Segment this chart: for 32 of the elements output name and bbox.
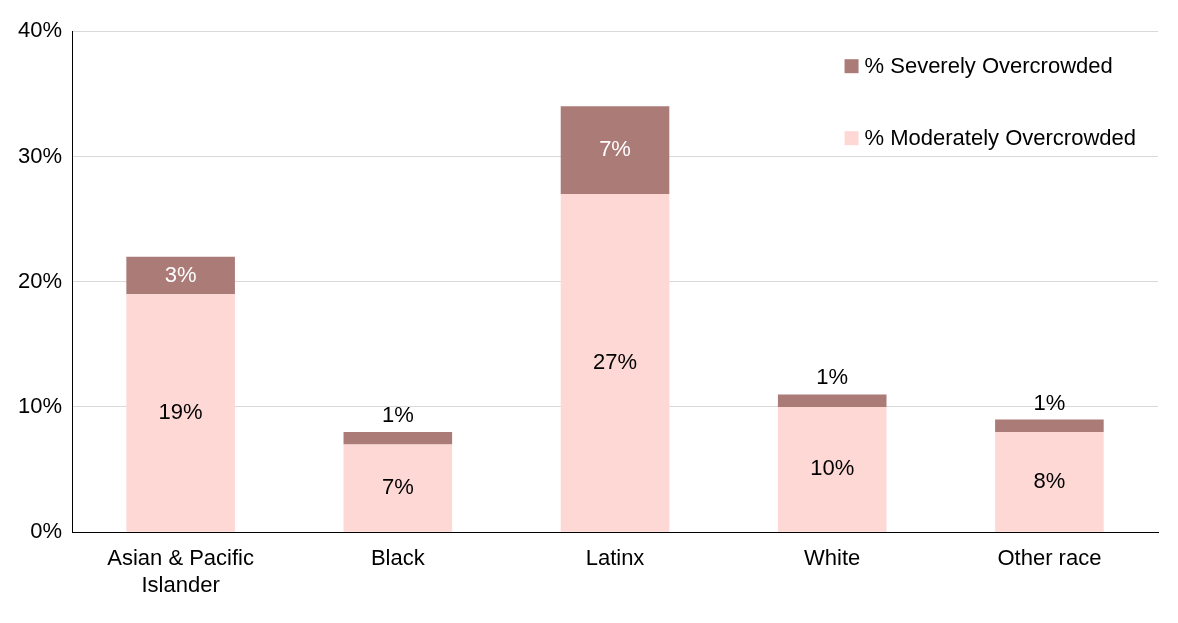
x-tick-label: Black xyxy=(370,545,426,571)
data-label: 19% xyxy=(158,399,203,425)
bar xyxy=(560,194,670,532)
data-label: 7% xyxy=(599,136,631,162)
data-label: 27% xyxy=(592,348,638,374)
y-tick-label: 30% xyxy=(17,142,63,168)
bar xyxy=(343,432,453,445)
data-label: 10% xyxy=(810,455,855,481)
legend-label: % Severely Overcrowded xyxy=(864,53,1113,79)
x-tick-label: White xyxy=(804,545,861,571)
data-label: 1% xyxy=(381,402,414,428)
legend-label: % Moderately Overcrowded xyxy=(864,125,1137,151)
bar xyxy=(777,394,887,407)
data-label: 1% xyxy=(816,364,849,390)
y-tick-label: 40% xyxy=(17,17,63,43)
y-tick-label: 20% xyxy=(17,267,63,293)
x-tick-label: Asian & Pacific Islander xyxy=(107,545,254,597)
bar xyxy=(126,294,235,532)
y-tick-label: 0% xyxy=(30,518,63,544)
bar xyxy=(777,406,887,532)
x-tick-label: Other race xyxy=(997,545,1102,571)
data-label: 3% xyxy=(164,261,197,287)
bar xyxy=(126,256,235,295)
x-tick-label: Latinx xyxy=(585,545,645,571)
data-label: 1% xyxy=(1033,389,1066,415)
data-label: 7% xyxy=(381,474,414,500)
y-tick-label: 10% xyxy=(17,393,63,419)
bar xyxy=(343,444,453,532)
data-label: 8% xyxy=(1033,467,1066,493)
bar xyxy=(995,432,1104,532)
bar xyxy=(995,419,1104,432)
bar xyxy=(560,106,670,195)
